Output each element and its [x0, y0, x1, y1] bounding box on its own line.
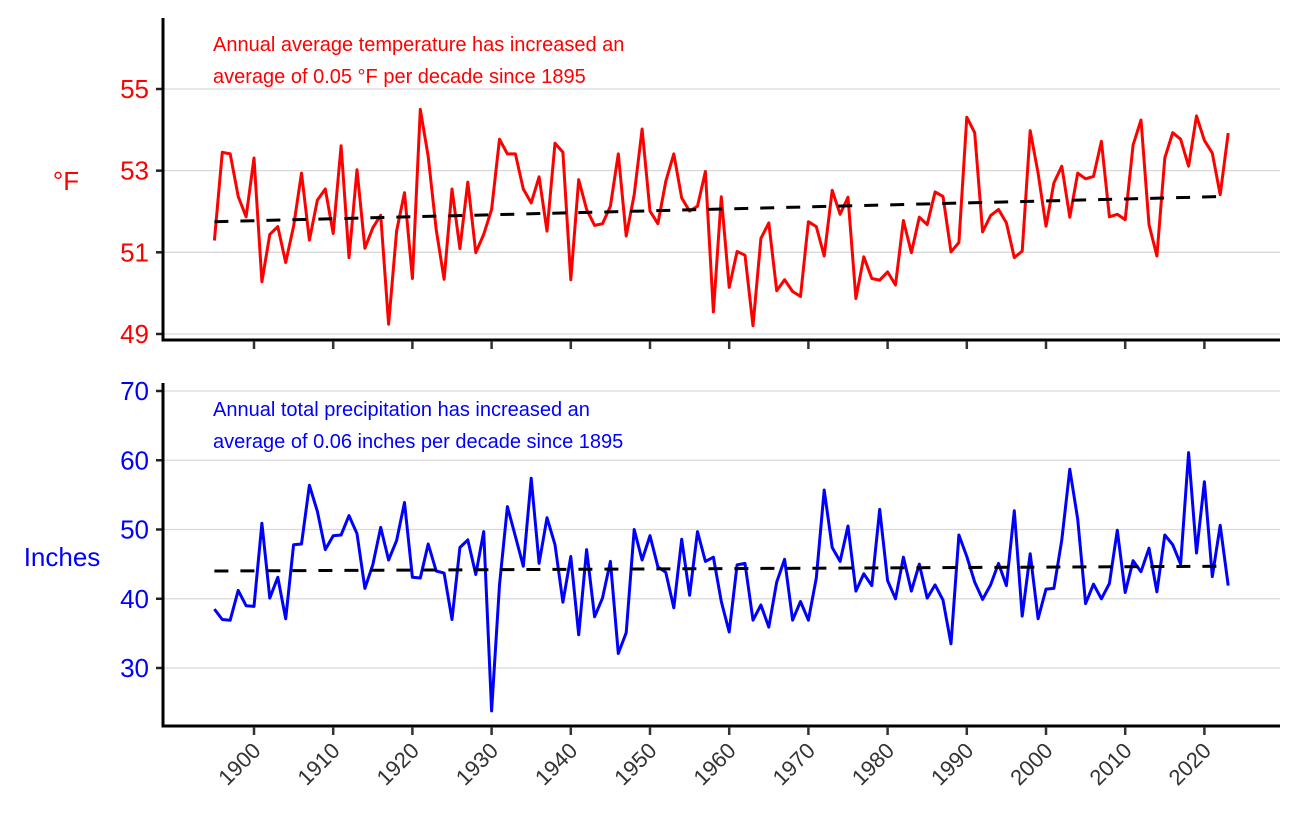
- temperature-annotation-line-2: average of 0.05 °F per decade since 1895: [213, 66, 586, 88]
- y-tick-label: 55: [120, 74, 149, 104]
- y-tick-label: 40: [120, 584, 149, 614]
- x-tick-label: 2020: [1164, 738, 1216, 790]
- precipitation-axis-label: Inches: [24, 542, 101, 572]
- data-series-line: [214, 453, 1228, 711]
- trend-line: [214, 566, 1228, 571]
- data-series-line: [214, 109, 1228, 325]
- temperature-annotation-line-1: Annual average temperature has increased…: [213, 34, 624, 56]
- x-tick-label: 1990: [926, 738, 978, 790]
- y-tick-label: 50: [120, 515, 149, 545]
- x-tick-label: 1940: [530, 738, 582, 790]
- x-tick-label: 1900: [213, 738, 265, 790]
- temperature-axis-label: °F: [53, 166, 79, 196]
- precipitation-annotation-line-1: Annual total precipitation has increased…: [213, 399, 590, 421]
- y-tick-label: 51: [120, 237, 149, 267]
- x-tick-label: 1970: [768, 738, 820, 790]
- y-tick-label: 53: [120, 156, 149, 186]
- y-tick-label: 49: [120, 319, 149, 349]
- y-tick-label: 30: [120, 653, 149, 683]
- x-tick-label: 1960: [688, 738, 740, 790]
- x-tick-label: 1920: [372, 738, 424, 790]
- x-tick-label: 1950: [609, 738, 661, 790]
- x-tick-label: 1910: [292, 738, 344, 790]
- x-tick-label: 2000: [1005, 738, 1057, 790]
- precipitation-annotation-line-2: average of 0.06 inches per decade since …: [213, 431, 623, 453]
- x-tick-label: 1930: [451, 738, 503, 790]
- y-tick-label: 70: [120, 376, 149, 406]
- x-tick-label: 2010: [1084, 738, 1136, 790]
- y-tick-label: 60: [120, 445, 149, 475]
- x-tick-label: 1980: [847, 738, 899, 790]
